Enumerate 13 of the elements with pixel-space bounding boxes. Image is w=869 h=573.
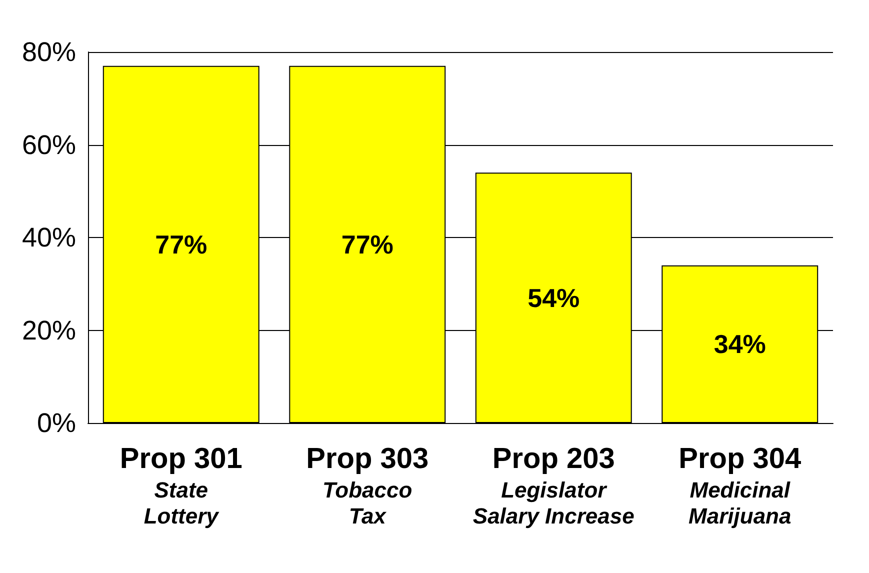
x-tick-label: Prop 303 Tobacco Tax xyxy=(306,443,429,528)
data-label: 34% xyxy=(714,329,766,360)
x-tick-label: Prop 203 Legislator Salary Increase xyxy=(472,443,634,528)
y-tick-label: 60% xyxy=(22,130,76,160)
data-label: 54% xyxy=(528,282,580,313)
y-tick-label: 80% xyxy=(22,37,76,67)
x-tick-label: Prop 301 State Lottery xyxy=(120,443,242,528)
y-tick-label: 0% xyxy=(36,408,76,438)
data-label: 77% xyxy=(155,229,208,260)
data-label: 77% xyxy=(341,229,394,260)
y-tick-label: 40% xyxy=(22,222,76,252)
y-tick-label: 20% xyxy=(22,315,76,346)
x-tick-label: Prop 304 Medicinal Marijuana xyxy=(678,443,802,528)
